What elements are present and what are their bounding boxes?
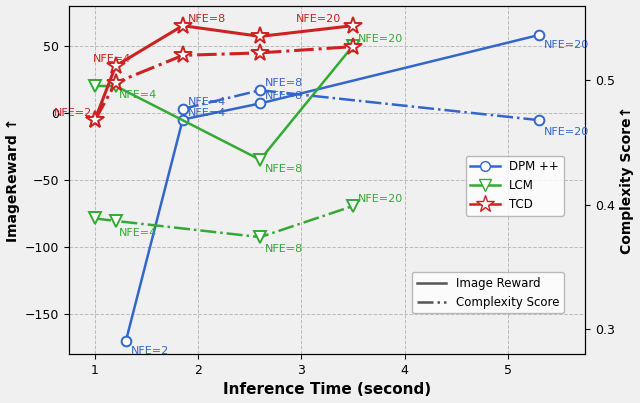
- Text: NFE=2: NFE=2: [0, 402, 1, 403]
- X-axis label: Inference Time (second): Inference Time (second): [223, 382, 431, 397]
- Text: NFE=8: NFE=8: [265, 91, 303, 102]
- Text: NFE=20: NFE=20: [296, 14, 342, 24]
- Text: NFE=4: NFE=4: [188, 97, 226, 107]
- Text: NFE=20: NFE=20: [358, 34, 403, 44]
- Text: NFE=20: NFE=20: [358, 194, 403, 204]
- Text: NFE=4: NFE=4: [119, 90, 157, 100]
- Y-axis label: Complexity Score↑: Complexity Score↑: [620, 106, 634, 254]
- Text: NFE=8: NFE=8: [265, 244, 303, 254]
- Text: NFE=4: NFE=4: [188, 108, 226, 118]
- Text: NFE=2: NFE=2: [54, 108, 92, 118]
- Text: NFE=8: NFE=8: [188, 14, 226, 24]
- Text: NFE=4: NFE=4: [119, 228, 157, 238]
- Text: NFE=20: NFE=20: [544, 40, 589, 50]
- Text: NFE=20: NFE=20: [544, 127, 589, 137]
- Text: NFE=2: NFE=2: [131, 346, 170, 356]
- Text: NFE=4: NFE=4: [93, 54, 131, 64]
- Y-axis label: ImageReward ↑: ImageReward ↑: [6, 118, 20, 242]
- Text: NFE=2: NFE=2: [0, 402, 1, 403]
- Text: NFE=8: NFE=8: [265, 79, 303, 89]
- Legend: Image Reward, Complexity Score: Image Reward, Complexity Score: [412, 272, 564, 314]
- Text: NFE=8: NFE=8: [265, 164, 303, 174]
